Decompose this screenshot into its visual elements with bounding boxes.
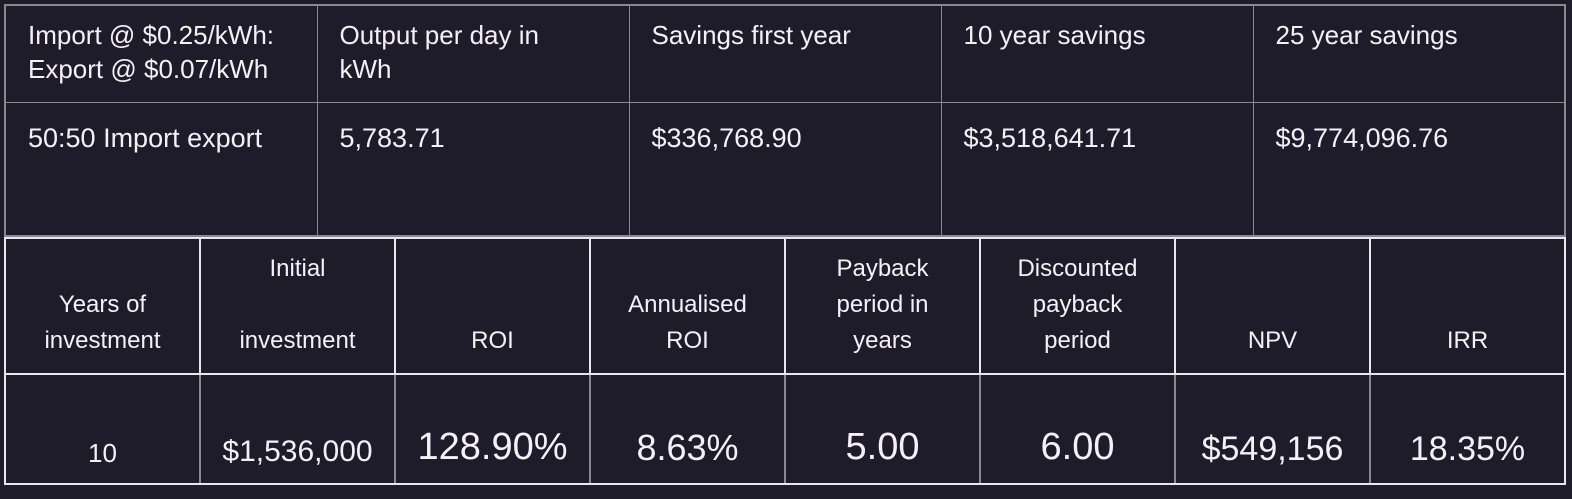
investment-header-roi: ROI (394, 237, 591, 375)
investment-cell-irr: 18.35% (1369, 373, 1566, 485)
savings-header-25-year-savings: 25 year savings (1252, 4, 1566, 103)
investment-cell-payback-period: 5.00 (784, 373, 981, 485)
investment-header-years: Years of investment (4, 237, 201, 375)
investment-table: Years of investment Initial investment R… (4, 237, 1566, 485)
savings-cell-first-year: $336,768.90 (628, 101, 942, 237)
savings-header-import-export-rates: Import @ $0.25/kWh: Export @ $0.07/kWh (4, 4, 318, 103)
investment-table-header-row: Years of investment Initial investment R… (4, 237, 1566, 375)
investment-table-data-row: 10 $1,536,000 128.90% 8.63% 5.00 6.00 $5… (4, 373, 1566, 485)
investment-cell-roi: 128.90% (394, 373, 591, 485)
investment-header-irr: IRR (1369, 237, 1566, 375)
investment-cell-discounted-payback: 6.00 (979, 373, 1176, 485)
savings-table-header-row: Import @ $0.25/kWh: Export @ $0.07/kWh O… (4, 4, 1566, 103)
investment-header-discounted-payback: Discounted payback period (979, 237, 1176, 375)
savings-cell-output-per-day: 5,783.71 (316, 101, 630, 237)
investment-header-npv: NPV (1174, 237, 1371, 375)
savings-header-output-per-day: Output per day in kWh (316, 4, 630, 103)
investment-cell-npv: $549,156 (1174, 373, 1371, 485)
savings-table-data-row: 50:50 Import export 5,783.71 $336,768.90… (4, 101, 1566, 237)
savings-cell-scenario: 50:50 Import export (4, 101, 318, 237)
savings-cell-25-year: $9,774,096.76 (1252, 101, 1566, 237)
investment-header-initial-investment: Initial investment (199, 237, 396, 375)
savings-header-savings-first-year: Savings first year (628, 4, 942, 103)
investment-cell-initial-investment: $1,536,000 (199, 373, 396, 485)
savings-cell-10-year: $3,518,641.71 (940, 101, 1254, 237)
savings-header-10-year-savings: 10 year savings (940, 4, 1254, 103)
investment-header-annualised-roi: Annualised ROI (589, 237, 786, 375)
savings-table: Import @ $0.25/kWh: Export @ $0.07/kWh O… (4, 4, 1566, 237)
investment-cell-annualised-roi: 8.63% (589, 373, 786, 485)
investment-cell-years: 10 (4, 373, 201, 485)
investment-header-payback-period: Payback period in years (784, 237, 981, 375)
